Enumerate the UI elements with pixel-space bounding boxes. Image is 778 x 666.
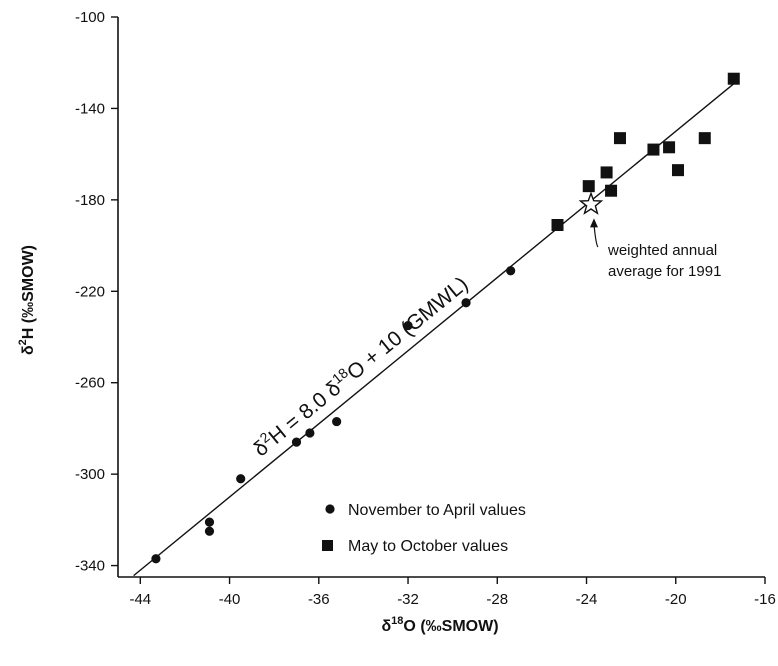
y-tick-label: -260 [75,375,105,392]
gmwl-equation-label: δ2H = 8.0 δ18O + 10 (GMWL) [247,270,472,461]
weighted-average-annotation: weighted annual average for 1991 [578,191,721,280]
x-tick-label: -36 [308,591,330,608]
legend-circle-marker [325,504,335,514]
point-nov-apr [204,517,215,527]
point-nov-apr [305,428,315,438]
point-may-oct [551,219,564,231]
x-tick-label: -32 [397,591,419,608]
y-tick-label: -340 [75,558,105,575]
y-tick-label: -220 [75,283,105,300]
annotation-arrow [593,224,599,248]
point-may-oct [647,143,660,156]
point-may-oct [727,72,740,85]
x-tick-label: -44 [129,591,151,608]
weighted-average-star-marker [578,191,604,215]
point-may-oct [600,166,613,179]
legend-label-may-oct: May to October values [348,538,508,555]
x-tick-label: -40 [219,591,241,608]
point-nov-apr [506,266,516,276]
data-points [151,72,740,564]
annotation-line-2: average for 1991 [608,263,721,280]
x-tick-label: -16 [754,591,776,608]
y-tick-label: -180 [75,192,105,209]
point-nov-apr [291,437,302,447]
point-nov-apr [461,298,471,308]
x-tick-label: -28 [486,591,508,608]
legend: November to April values May to October … [322,502,526,555]
point-nov-apr [151,554,161,564]
point-may-oct [613,132,626,145]
annotation-line-1: weighted annual [607,242,717,259]
point-may-oct [582,180,595,193]
y-tick-label: -140 [75,100,105,117]
x-tick-label: -24 [576,591,598,608]
x-axis-ticks: -44 -40 -36 -32 -28 -24 -20 -16 [129,577,776,608]
y-tick-label: -100 [75,9,105,26]
annotation-arrowhead [589,218,598,228]
legend-label-nov-apr: November to April values [348,502,526,519]
point-nov-apr [332,416,342,427]
point-nov-apr [236,474,246,484]
x-axis-title: δ18O (‰SMOW) [381,615,498,635]
point-may-oct [671,164,684,177]
point-nov-apr [403,320,413,331]
point-nov-apr [204,526,215,536]
gmwl-reference-line [133,81,737,577]
y-tick-label: -300 [75,466,105,483]
point-may-oct [663,141,676,154]
y-axis-ticks: -100 -140 -180 -220 -260 -300 -340 [75,9,118,575]
point-may-oct [605,184,618,197]
x-tick-label: -20 [665,591,687,608]
axes: -100 -140 -180 -220 -260 -300 -340 -44 -40 -36 -3… [75,9,776,608]
legend-square-marker [322,540,333,551]
y-axis-title: δ2H (‰SMOW) [17,245,37,355]
point-may-oct [698,132,711,145]
